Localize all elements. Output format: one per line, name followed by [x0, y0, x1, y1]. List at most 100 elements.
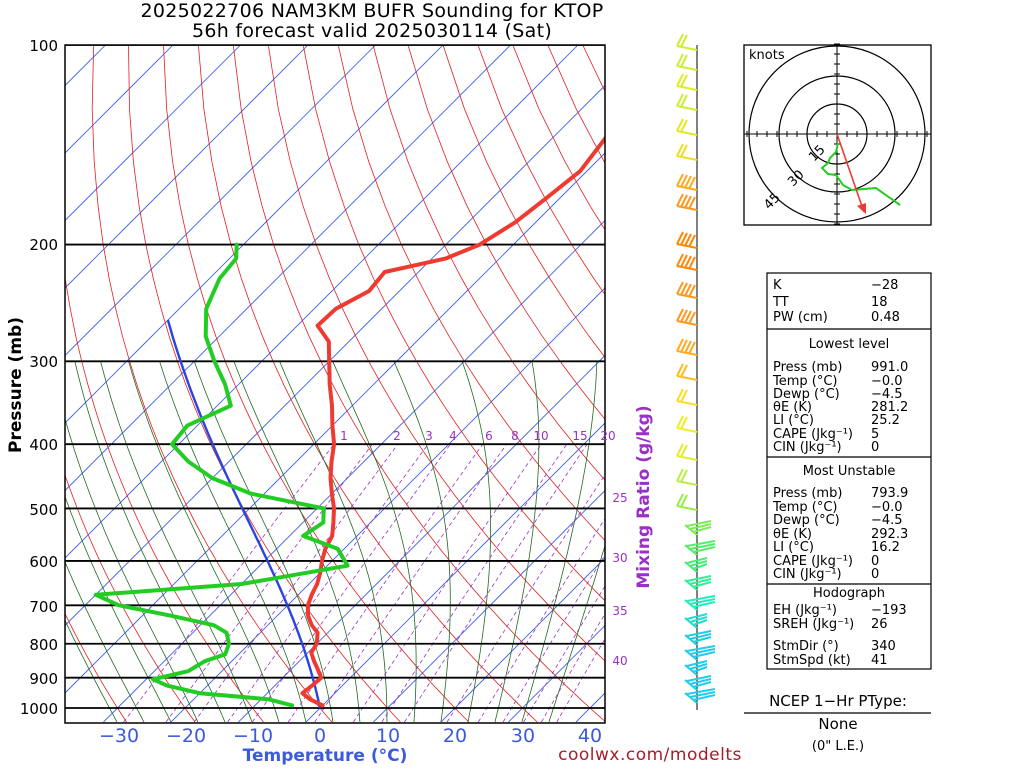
row-value: −193 [871, 603, 907, 618]
barb-shaft [677, 506, 697, 510]
source-credit: coolwx.com/modelts [558, 745, 742, 765]
mixing-ratio-label: 30 [612, 551, 627, 565]
hodograph-section: Hodograph EH (Jkg⁻¹) −193 SREH (Jkg⁻¹) 2… [773, 586, 907, 668]
barb-shaft [685, 680, 697, 690]
barb-shaft [677, 86, 697, 90]
barb-shaft [677, 156, 697, 160]
temperature-tick: 20 [443, 725, 467, 747]
isotherm-line [441, 30, 1024, 722]
moist-adiabat-line [101, 361, 252, 722]
indices-section: K −28 TT 18 PW (cm) 0.48 [772, 278, 900, 325]
row-label: CIN (Jkg⁻¹) [773, 567, 842, 582]
index-label: TT [772, 295, 789, 310]
dry-adiabat-line [129, 45, 401, 722]
dry-adiabat-line [92, 45, 332, 722]
most-unstable-section: Most Unstable Press (mb) 793.9 Temp (°C)… [772, 464, 908, 582]
wind-barb [677, 282, 697, 298]
isotherm-line [0, 30, 188, 722]
section-heading: Lowest level [809, 337, 890, 352]
moist-adiabat-line [333, 361, 416, 722]
pressure-tick: 600 [29, 553, 58, 571]
mixing-ratio-label: 25 [612, 491, 627, 505]
barb-shaft [677, 294, 697, 298]
row-value: 16.2 [871, 540, 900, 555]
row-label: LI (°C) [773, 413, 814, 428]
pressure-tick: 1000 [20, 700, 58, 718]
wind-barb [685, 541, 715, 555]
row-value: −4.5 [871, 513, 903, 528]
row-value: 793.9 [871, 486, 908, 501]
barb-shaft [685, 650, 697, 660]
ptype-box: NCEP 1−Hr PType: None (0" L.E.) [744, 692, 931, 754]
barb-shaft [685, 635, 697, 645]
index-value: 18 [871, 295, 888, 310]
barb-shaft [677, 481, 697, 485]
wind-barb [677, 389, 697, 405]
wind-barb [677, 94, 697, 110]
wind-barb [677, 119, 697, 135]
index-value: −28 [871, 278, 898, 293]
row-value: 0 [871, 567, 879, 582]
wind-barb [677, 469, 697, 485]
barb-shaft [677, 206, 697, 210]
barb-shaft [677, 376, 697, 380]
wind-barb [685, 689, 715, 703]
barb-shaft [677, 66, 697, 70]
temperature-ticks: −30 −20 −10 0 10 20 30 40 [99, 725, 602, 747]
row-label: StmSpd (kt) [773, 653, 851, 668]
wind-barb [677, 444, 697, 460]
row-value: 25.2 [871, 413, 900, 428]
temperature-tick: −10 [233, 725, 273, 747]
row-label: StmDir (°) [773, 639, 839, 654]
wind-barb [685, 596, 715, 610]
wind-barb [677, 174, 697, 190]
pressure-tick: 100 [29, 37, 58, 55]
ptype-value: None [818, 715, 857, 733]
mixing-ratio-label: 10 [533, 429, 548, 443]
wind-barb [677, 364, 697, 380]
hodograph-units: knots [749, 48, 785, 63]
x-axis-title: Temperature (°C) [243, 746, 408, 766]
barb-shaft [685, 693, 697, 703]
pressure-tick: 300 [29, 353, 58, 371]
pressure-tick: 200 [29, 236, 58, 254]
row-value: 26 [871, 617, 888, 632]
barb-shaft [677, 351, 697, 355]
mixing-ratio-label: 40 [612, 654, 627, 668]
index-label: K [773, 278, 782, 293]
mixing-ratio-line [166, 444, 372, 722]
moist-adiabat-line [522, 361, 597, 722]
wind-barb [677, 494, 697, 510]
row-label: LI (°C) [773, 540, 814, 555]
isotherm-line [0, 30, 593, 722]
dry-adiabat-line [16, 45, 195, 722]
row-label: Press (mb) [773, 360, 842, 375]
mixing-ratio-line [541, 444, 708, 722]
wind-barb [685, 558, 707, 572]
wind-barb [685, 521, 711, 535]
temperature-tick: 10 [376, 725, 400, 747]
wind-barb [677, 34, 697, 50]
mixing-ratio-label: 20 [600, 429, 615, 443]
mixing-ratio-label: 1 [340, 429, 348, 443]
temperature-tick: 40 [578, 725, 602, 747]
pressure-tick: 900 [29, 670, 58, 688]
mixing-ratio-label: 4 [449, 429, 457, 443]
wind-barb [677, 416, 697, 432]
temperature-tick: −20 [166, 725, 206, 747]
mixing-ratio-label: 3 [425, 429, 433, 443]
section-heading: Hodograph [813, 586, 885, 601]
isotherm-line [0, 30, 255, 722]
barb-shaft [677, 401, 697, 405]
wind-barb [677, 144, 697, 160]
chart-subtitle: 56h forecast valid 2025030114 (Sat) [192, 20, 552, 42]
moist-adiabat-line [495, 361, 539, 722]
wind-barb [677, 54, 697, 70]
barb-shaft [685, 580, 697, 590]
wind-barb [685, 661, 707, 675]
row-label: CIN (Jkg⁻¹) [773, 440, 842, 455]
mixing-ratio-line [194, 444, 398, 722]
wind-barb [685, 614, 707, 628]
wind-barbs [677, 34, 715, 703]
pressure-tick: 400 [29, 436, 58, 454]
